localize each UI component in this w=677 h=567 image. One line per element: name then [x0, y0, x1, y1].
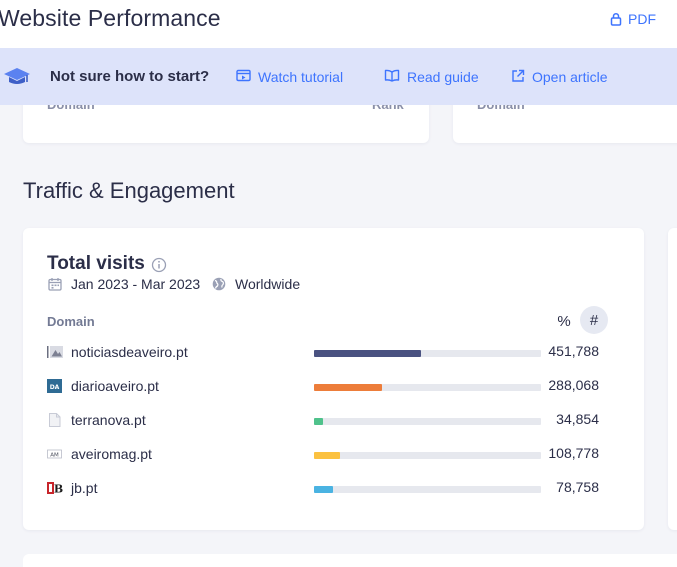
banner-question: Not sure how to start?	[50, 68, 210, 85]
info-icon[interactable]	[151, 257, 167, 278]
visits-value: 451,788	[548, 343, 599, 359]
watch-tutorial-label: Watch tutorial	[258, 69, 344, 85]
page-title: Website Performance	[0, 5, 221, 31]
bar-fill	[314, 350, 421, 357]
domain-link[interactable]: jb.pt	[71, 480, 98, 496]
section-title: Traffic & Engagement	[23, 178, 235, 203]
external-link-icon	[511, 69, 525, 86]
domain-link[interactable]: terranova.pt	[71, 412, 146, 428]
read-guide-label: Read guide	[407, 69, 479, 85]
visits-value: 108,778	[548, 445, 599, 461]
book-icon	[384, 69, 400, 85]
region-label: Worldwide	[235, 276, 301, 292]
bar-track	[314, 418, 541, 425]
watch-tutorial-link[interactable]: Watch tutorial	[236, 68, 343, 86]
table-row: DA diarioaveiro.pt 288,068	[47, 375, 607, 399]
bar-fill	[314, 418, 324, 425]
top-header: Website Performance PDF	[0, 0, 677, 48]
calendar-icon	[48, 277, 62, 296]
lock-icon	[610, 12, 622, 26]
bar-fill	[314, 486, 333, 493]
adjacent-card	[668, 228, 677, 530]
bar-track	[314, 452, 541, 459]
graduation-cap-icon	[3, 67, 31, 92]
open-article-label: Open article	[532, 69, 608, 85]
image-icon	[47, 345, 63, 359]
table-row: AM aveiromag.pt 108,778	[47, 443, 607, 467]
table-row: B jb.pt 78,758	[47, 477, 607, 501]
am-logo-icon: AM	[47, 447, 63, 461]
jb-logo-icon: B	[47, 481, 63, 496]
card-title: Total visits	[47, 253, 145, 274]
date-range: Jan 2023 - Mar 2023	[71, 276, 201, 292]
tutorial-banner: Not sure how to start? Watch tutorial Re…	[0, 48, 677, 105]
visits-value: 34,854	[556, 411, 599, 427]
domain-link[interactable]: diarioaveiro.pt	[71, 378, 159, 394]
open-article-link[interactable]: Open article	[511, 68, 607, 86]
domain-link[interactable]: aveiromag.pt	[71, 446, 152, 462]
pdf-button[interactable]: PDF	[610, 9, 656, 29]
da-logo-icon: DA	[47, 379, 63, 393]
domain-column-header: Domain	[47, 314, 95, 329]
bar-track	[314, 350, 541, 357]
visits-value: 288,068	[548, 377, 599, 393]
domain-link[interactable]: noticiasdeaveiro.pt	[71, 344, 188, 360]
pdf-label: PDF	[628, 11, 656, 27]
svg-text:AM: AM	[50, 452, 59, 458]
table-row: terranova.pt 34,854	[47, 409, 607, 433]
next-section-card	[23, 554, 677, 567]
read-guide-link[interactable]: Read guide	[384, 68, 479, 86]
page-icon	[47, 413, 63, 427]
svg-text:DA: DA	[50, 384, 60, 391]
visits-value: 78,758	[556, 479, 599, 495]
bar-track	[314, 384, 541, 391]
bar-fill	[314, 452, 341, 459]
percent-toggle[interactable]: %	[557, 312, 571, 330]
total-visits-card: Total visits Jan 2023 - Mar 2023 Worldwi…	[23, 228, 644, 530]
svg-text:B: B	[54, 483, 63, 496]
bar-track	[314, 486, 541, 493]
table-row: noticiasdeaveiro.pt 451,788	[47, 341, 607, 365]
number-toggle[interactable]: #	[580, 306, 608, 334]
globe-icon	[212, 277, 226, 296]
video-icon	[236, 69, 251, 85]
bar-fill	[314, 384, 383, 391]
